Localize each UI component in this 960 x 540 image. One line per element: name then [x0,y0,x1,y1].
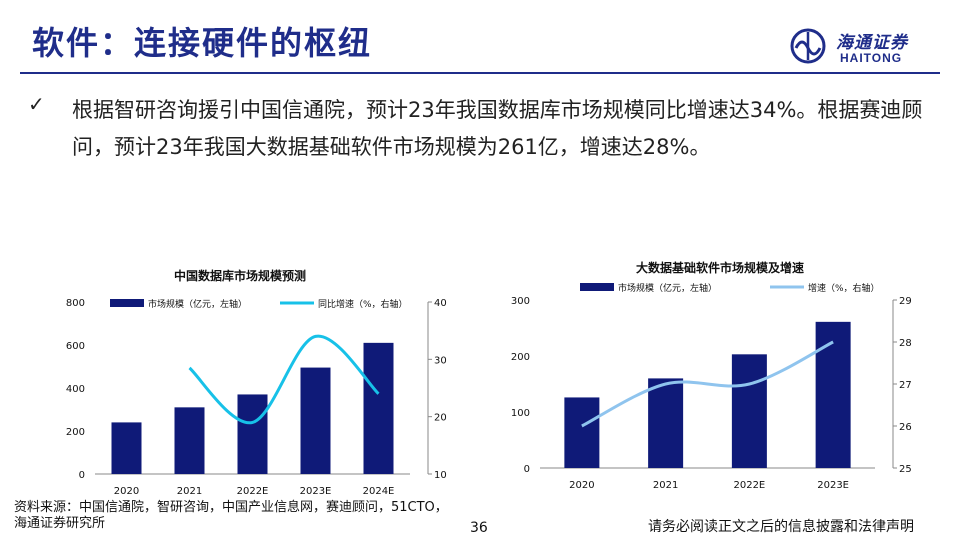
x-tick-label: 2020 [114,486,139,497]
growth-rate-line [581,340,834,428]
source-note: 资料来源：中国信通院，智研咨询，中国产业信息网，赛迪顾问，51CTO，海通证券研… [14,500,448,531]
chart-title: 中国数据库市场规模预测 [174,268,306,283]
y-right-tick-label: 30 [434,355,447,366]
haitong-emblem-icon [790,28,826,64]
legend-label: 市场规模（亿元，左轴） [148,298,247,310]
bar-2021 [648,378,684,468]
legend-label: 同比增速（%，右轴） [318,298,408,310]
y-left-tick-label: 200 [511,352,530,363]
bar-2024E [363,342,394,474]
x-tick-label: 2020 [569,480,594,491]
logo-text-en: HAITONG [840,51,903,65]
bar-2022E [731,354,767,468]
legend-label: 市场规模（亿元，左轴） [618,282,717,294]
y-left-tick-label: 200 [66,427,85,438]
bar-2023E [815,321,851,468]
y-right-tick-label: 28 [899,338,912,349]
chart-title: 大数据基础软件市场规模及增速 [636,260,804,275]
y-left-tick-label: 400 [66,384,85,395]
x-tick-label: 2022E [237,486,269,497]
y-left-tick-label: 0 [524,464,530,475]
y-left-tick-label: 100 [511,408,530,419]
haitong-logo: 海通证券 HAITONG [788,26,938,66]
bar-2020 [564,397,600,468]
legend-swatch-bar [110,299,144,307]
bar-2020 [111,422,142,474]
y-right-tick-label: 40 [434,298,447,309]
bullet-text: 根据智研咨询援引中国信通院，预计23年我国数据库市场规模同比增速达34%。根据赛… [72,98,923,159]
bar-2022E [237,394,268,474]
y-left-tick-label: 300 [511,296,530,307]
check-bullet-icon: ✓ [28,92,45,116]
header-divider [20,72,940,74]
y-right-tick-label: 10 [434,470,447,481]
y-left-tick-label: 600 [66,341,85,352]
legend-swatch-bar [580,283,614,291]
y-right-tick-label: 29 [899,296,912,307]
slide-title: 软件：连接硬件的枢纽 [32,24,373,62]
y-right-tick-label: 26 [899,422,912,433]
x-tick-label: 2022E [733,480,765,491]
legend-label: 增速（%，右轴） [808,282,880,294]
x-tick-label: 2023E [300,486,332,497]
growth-rate-line [188,334,380,424]
y-left-tick-label: 0 [79,470,85,481]
bar-2023E [300,367,331,474]
disclaimer: 请务必阅读正文之后的信息披露和法律声明 [648,519,914,535]
y-right-tick-label: 20 [434,413,447,424]
x-tick-label: 2024E [363,486,395,497]
page-number: 36 [470,520,488,536]
x-tick-label: 2021 [653,480,678,491]
y-right-tick-label: 27 [899,380,912,391]
x-tick-label: 2021 [177,486,202,497]
x-tick-label: 2023E [817,480,849,491]
logo-text-cn: 海通证券 [836,33,908,53]
y-right-tick-label: 25 [899,464,912,475]
y-left-tick-label: 800 [66,298,85,309]
bar-2021 [174,407,205,474]
